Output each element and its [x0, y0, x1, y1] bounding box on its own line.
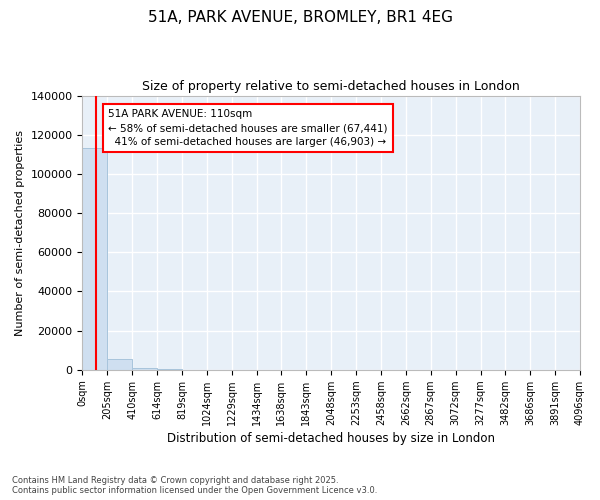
Bar: [132, 368, 157, 370]
X-axis label: Distribution of semi-detached houses by size in London: Distribution of semi-detached houses by …: [167, 432, 495, 445]
Y-axis label: Number of semi-detached properties: Number of semi-detached properties: [15, 130, 25, 336]
Title: Size of property relative to semi-detached houses in London: Size of property relative to semi-detach…: [142, 80, 520, 93]
Bar: [107, 359, 132, 370]
Bar: [82, 148, 107, 370]
Text: 51A, PARK AVENUE, BROMLEY, BR1 4EG: 51A, PARK AVENUE, BROMLEY, BR1 4EG: [148, 10, 452, 25]
Text: 51A PARK AVENUE: 110sqm
← 58% of semi-detached houses are smaller (67,441)
  41%: 51A PARK AVENUE: 110sqm ← 58% of semi-de…: [108, 110, 388, 148]
Text: Contains HM Land Registry data © Crown copyright and database right 2025.
Contai: Contains HM Land Registry data © Crown c…: [12, 476, 377, 495]
